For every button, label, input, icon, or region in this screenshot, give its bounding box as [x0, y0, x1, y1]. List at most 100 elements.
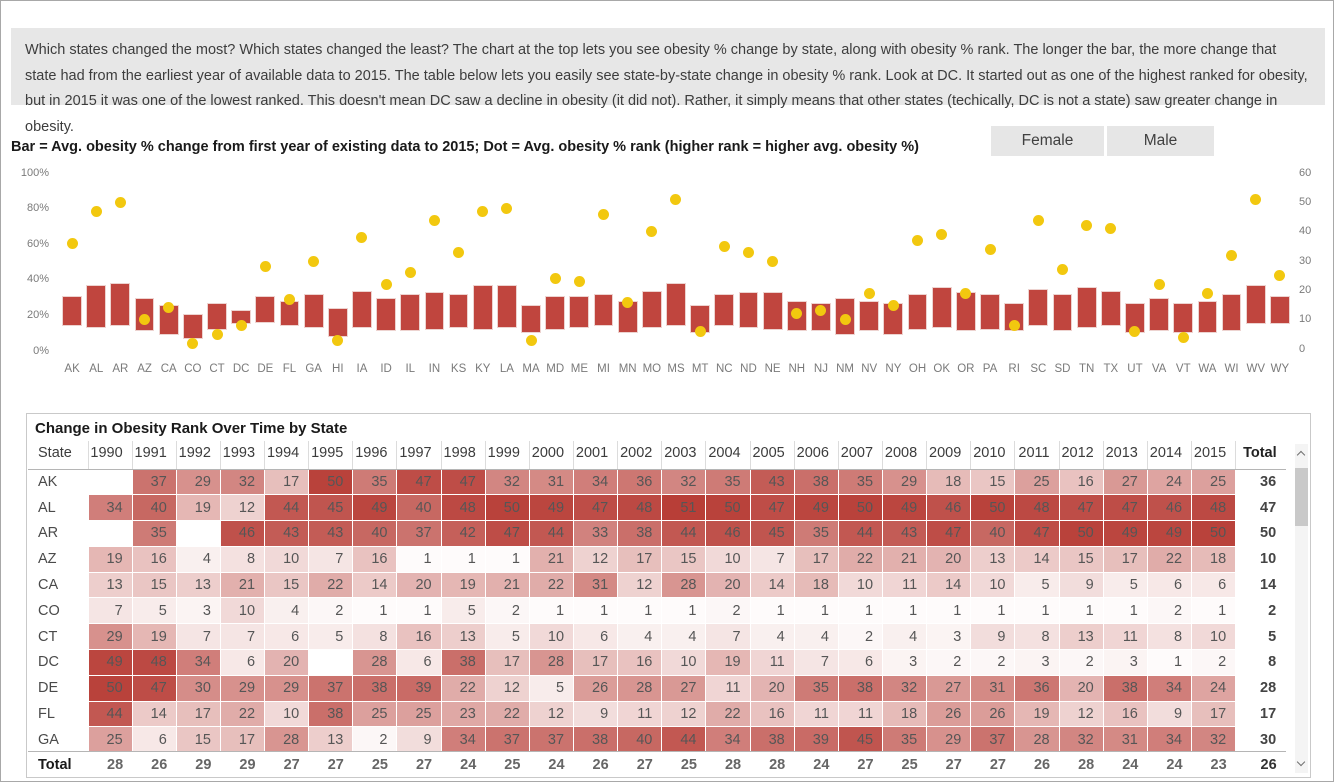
- rank-cell[interactable]: 9: [396, 726, 442, 754]
- rank-cell[interactable]: 34: [1147, 726, 1193, 754]
- rank-cell[interactable]: 49: [1103, 520, 1148, 547]
- obesity-change-bar[interactable]: [569, 295, 590, 328]
- obesity-rank-dot[interactable]: [453, 246, 465, 258]
- column-header-State[interactable]: State: [28, 441, 89, 470]
- state-label[interactable]: DC: [28, 649, 89, 676]
- rank-cell[interactable]: 19: [705, 649, 751, 676]
- obesity-rank-dot[interactable]: [1032, 214, 1044, 226]
- rank-cell[interactable]: 51: [661, 494, 707, 522]
- rank-cell[interactable]: 1: [441, 546, 486, 573]
- column-header-2002[interactable]: 2002: [617, 441, 663, 470]
- rank-cell[interactable]: 32: [882, 675, 928, 702]
- row-total-cell[interactable]: 30: [1235, 726, 1287, 754]
- rank-cell[interactable]: 24: [1147, 469, 1193, 496]
- rank-cell[interactable]: 46: [1147, 494, 1193, 522]
- state-label[interactable]: GA: [28, 726, 89, 754]
- obesity-change-bar[interactable]: [907, 294, 928, 330]
- rank-cell[interactable]: 10: [970, 572, 1016, 599]
- row-total-cell[interactable]: 10: [1235, 546, 1287, 573]
- rank-cell[interactable]: 44: [264, 494, 310, 522]
- rank-cell[interactable]: 13: [308, 726, 354, 754]
- obesity-rank-dot[interactable]: [259, 261, 271, 273]
- rank-cell[interactable]: 19: [132, 623, 177, 651]
- column-header-2015[interactable]: 2015: [1191, 441, 1237, 470]
- obesity-rank-dot[interactable]: [283, 293, 295, 305]
- obesity-rank-dot[interactable]: [960, 287, 972, 299]
- rank-cell[interactable]: 25: [1191, 469, 1237, 496]
- rank-cell[interactable]: 36: [617, 469, 663, 496]
- obesity-rank-dot[interactable]: [1105, 223, 1117, 235]
- row-total-cell[interactable]: 36: [1235, 469, 1287, 496]
- obesity-rank-dot[interactable]: [815, 305, 827, 317]
- rank-cell[interactable]: 1: [352, 597, 398, 625]
- state-label[interactable]: AR: [28, 520, 89, 547]
- state-label[interactable]: CA: [28, 572, 89, 599]
- rank-cell[interactable]: 43: [882, 520, 928, 547]
- rank-cell[interactable]: 46: [926, 494, 972, 522]
- rank-cell[interactable]: 40: [617, 726, 663, 754]
- column-header-Total[interactable]: Total: [1235, 441, 1286, 470]
- obesity-change-bar[interactable]: [1269, 295, 1290, 325]
- rank-cell[interactable]: 16: [1059, 469, 1104, 496]
- rank-cell[interactable]: 17: [485, 649, 530, 676]
- rank-cell[interactable]: 22: [705, 701, 751, 728]
- column-header-2012[interactable]: 2012: [1059, 441, 1104, 470]
- rank-cell[interactable]: 2: [352, 726, 398, 754]
- rank-cell[interactable]: 37: [132, 469, 177, 496]
- rank-cell[interactable]: 28: [264, 726, 310, 754]
- rank-cell[interactable]: 28: [617, 675, 663, 702]
- rank-cell[interactable]: 25: [1014, 469, 1060, 496]
- rank-cell[interactable]: 4: [882, 623, 928, 651]
- rank-cell[interactable]: 39: [794, 726, 839, 754]
- column-header-2014[interactable]: 2014: [1147, 441, 1193, 470]
- obesity-rank-dot[interactable]: [308, 255, 320, 267]
- rank-cell[interactable]: 1: [970, 597, 1016, 625]
- rank-cell[interactable]: 6: [573, 623, 619, 651]
- obesity-rank-dot[interactable]: [912, 235, 924, 247]
- rank-cell[interactable]: 11: [794, 701, 839, 728]
- rank-cell[interactable]: 9: [573, 701, 619, 728]
- rank-cell[interactable]: 21: [220, 572, 266, 599]
- rank-cell[interactable]: 10: [529, 623, 575, 651]
- obesity-change-bar[interactable]: [1028, 288, 1049, 327]
- rank-cell[interactable]: 5: [308, 623, 354, 651]
- rank-cell[interactable]: 44: [529, 520, 575, 547]
- rank-cell[interactable]: 35: [794, 675, 839, 702]
- rank-cell[interactable]: 47: [750, 494, 795, 522]
- obesity-rank-dot[interactable]: [1081, 220, 1093, 232]
- rank-cell[interactable]: 4: [264, 597, 310, 625]
- rank-cell[interactable]: 11: [750, 649, 795, 676]
- rank-cell[interactable]: 38: [617, 520, 663, 547]
- column-header-2008[interactable]: 2008: [882, 441, 928, 470]
- rank-cell[interactable]: 19: [1014, 701, 1060, 728]
- rank-cell[interactable]: 17: [573, 649, 619, 676]
- column-header-1992[interactable]: 1992: [176, 441, 221, 470]
- rank-cell[interactable]: 37: [396, 520, 442, 547]
- rank-cell[interactable]: 50: [705, 494, 751, 522]
- rank-cell[interactable]: 9: [1059, 572, 1104, 599]
- rank-cell[interactable]: 2: [838, 623, 884, 651]
- obesity-change-bar[interactable]: [400, 294, 421, 332]
- obesity-rank-dot[interactable]: [646, 226, 658, 238]
- rank-cell[interactable]: 7: [308, 546, 354, 573]
- rank-cell[interactable]: 47: [132, 675, 177, 702]
- rank-cell[interactable]: 1: [750, 597, 795, 625]
- rank-cell[interactable]: 26: [970, 701, 1016, 728]
- rank-cell[interactable]: 50: [485, 494, 530, 522]
- rank-cell[interactable]: 1: [1191, 597, 1237, 625]
- rank-cell[interactable]: 38: [352, 675, 398, 702]
- rank-cell[interactable]: 47: [396, 469, 442, 496]
- rank-cell[interactable]: 48: [1014, 494, 1060, 522]
- obesity-change-bar[interactable]: [1149, 297, 1170, 332]
- obesity-change-bar[interactable]: [1173, 302, 1194, 334]
- rank-cell[interactable]: 16: [1103, 701, 1148, 728]
- obesity-change-bar[interactable]: [182, 313, 203, 339]
- rank-cell[interactable]: 43: [264, 520, 310, 547]
- rank-cell[interactable]: 2: [970, 649, 1016, 676]
- scroll-up-icon[interactable]: [1296, 450, 1306, 460]
- rank-cell[interactable]: 35: [794, 520, 839, 547]
- obesity-rank-dot[interactable]: [1201, 287, 1213, 299]
- rank-cell[interactable]: 4: [794, 623, 839, 651]
- rank-cell[interactable]: 5: [1014, 572, 1060, 599]
- rank-cell[interactable]: 32: [485, 469, 530, 496]
